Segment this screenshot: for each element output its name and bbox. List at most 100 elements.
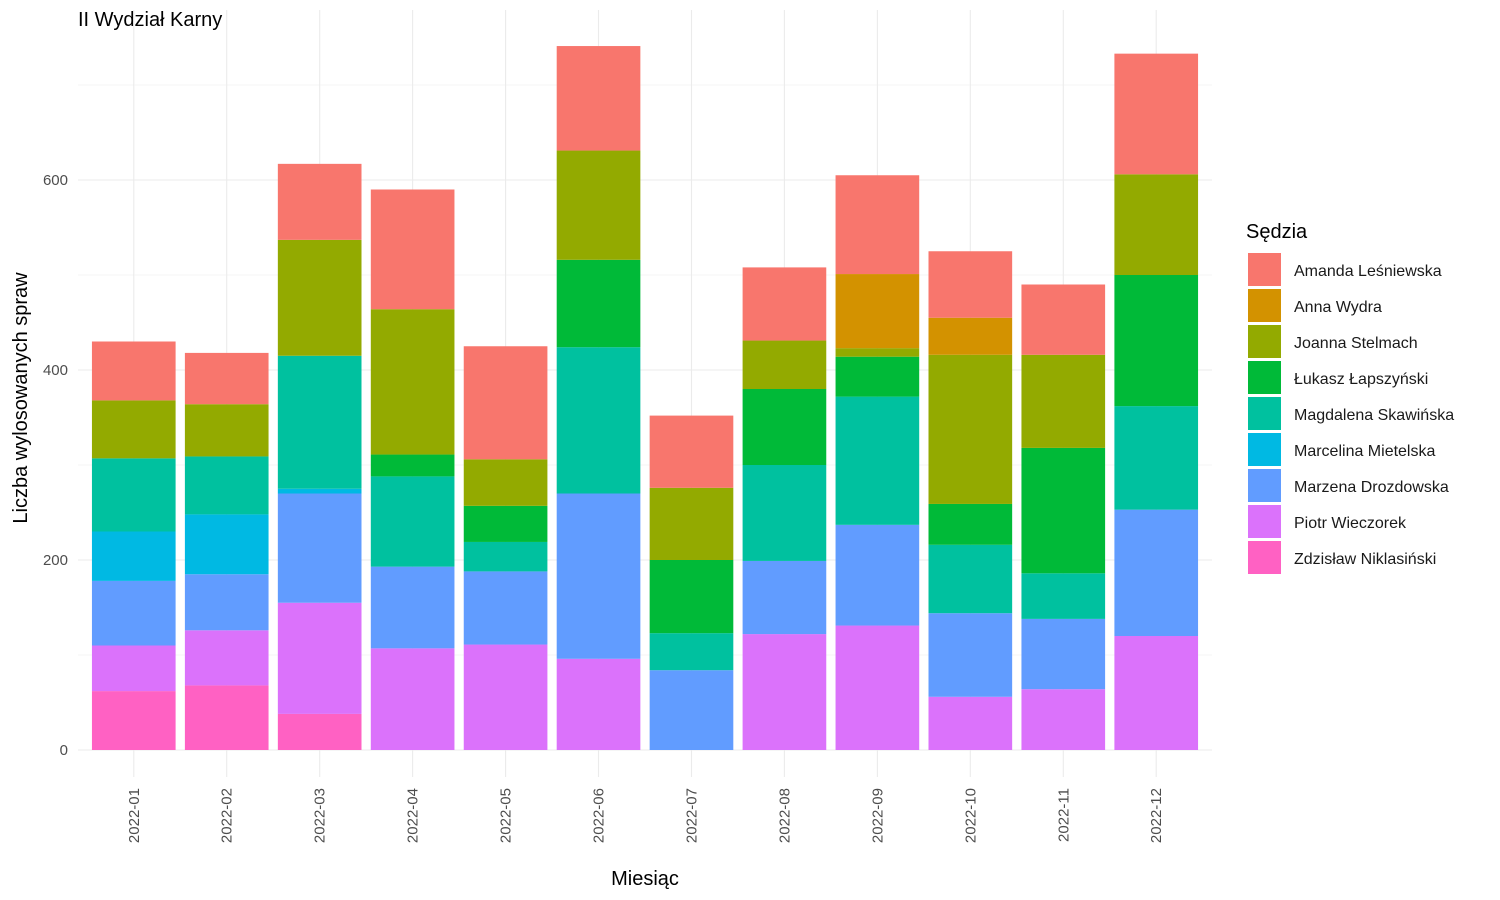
bar-segment — [835, 396, 920, 525]
bar-segment — [649, 560, 734, 634]
bar-segment — [928, 251, 1013, 318]
bar-segment — [1114, 636, 1199, 750]
legend-swatch — [1248, 505, 1281, 538]
bar-segment — [277, 163, 362, 240]
bar-segment — [928, 354, 1013, 504]
bar-segment — [277, 488, 362, 494]
x-tick-label: 2022-08 — [776, 788, 793, 843]
y-axis-title: Liczba wylosowanych spraw — [10, 272, 32, 524]
bar-segment — [463, 346, 548, 460]
bar-segment — [928, 696, 1013, 750]
bar-segment — [1114, 53, 1199, 175]
bar-segment — [91, 531, 176, 581]
legend-swatch — [1248, 253, 1281, 286]
legend-label: Piotr Wieczorek — [1294, 515, 1407, 532]
y-tick-label: 200 — [43, 552, 68, 569]
bar-segment — [91, 341, 176, 401]
bar-segment — [184, 352, 269, 405]
bar-segment — [928, 503, 1013, 545]
y-tick-label: 0 — [60, 742, 68, 759]
bar-segment — [91, 645, 176, 692]
legend: Sędzia Amanda Leśniewska Anna Wydra Joanna… — [1246, 221, 1454, 574]
legend-swatch — [1248, 325, 1281, 358]
bar-segment — [91, 458, 176, 532]
x-tick-label: 2022-01 — [126, 788, 143, 843]
chart-title: II Wydział Karny — [78, 9, 222, 31]
bar-segment — [91, 400, 176, 459]
x-tick-label: 2022-03 — [312, 788, 329, 843]
bar-segment — [370, 454, 455, 477]
bar-segment — [184, 456, 269, 515]
bar-segment — [835, 625, 920, 750]
bar-segment — [370, 309, 455, 455]
legend-label: Marcelina Mietelska — [1294, 443, 1435, 460]
legend-label: Łukasz Łapszyński — [1294, 371, 1428, 388]
bar-segment — [1114, 509, 1199, 636]
bar-segment — [928, 317, 1013, 355]
bar-segment — [1114, 406, 1199, 510]
legend-title: Sędzia — [1246, 221, 1308, 243]
x-tick-label: 2022-02 — [219, 788, 236, 843]
bar-segment — [1021, 618, 1106, 690]
legend-swatch — [1248, 361, 1281, 394]
bar-segment — [649, 670, 734, 750]
bar-segment — [370, 566, 455, 649]
bar-segment — [556, 46, 641, 151]
bar-segment — [742, 465, 827, 561]
bar-segment — [742, 389, 827, 465]
bar-segment — [928, 544, 1013, 614]
bar-segment — [370, 648, 455, 750]
y-tick-label: 600 — [43, 172, 68, 189]
bar-segment — [463, 644, 548, 750]
x-tick-label: 2022-07 — [683, 788, 700, 843]
x-tick-label: 2022-06 — [591, 788, 608, 843]
bar-segment — [928, 613, 1013, 697]
bar-segment — [370, 476, 455, 567]
bar-segment — [370, 189, 455, 310]
bar-segment — [649, 633, 734, 671]
bar-segment — [556, 658, 641, 750]
bar-segment — [649, 415, 734, 488]
legend-swatch — [1248, 469, 1281, 502]
legend-label: Amanda Leśniewska — [1294, 263, 1442, 280]
x-tick-label: 2022-09 — [869, 788, 886, 843]
x-tick-label: 2022-05 — [498, 788, 515, 843]
x-tick-label: 2022-12 — [1148, 788, 1165, 843]
legend-label: Anna Wydra — [1294, 299, 1382, 316]
x-tick-label: 2022-11 — [1055, 788, 1072, 842]
legend-label: Marzena Drozdowska — [1294, 479, 1449, 496]
bar-segment — [184, 574, 269, 631]
bar-segment — [1021, 573, 1106, 619]
x-axis: 2022-01 2022-02 2022-03 2022-04 2022-05 2022-… — [126, 788, 1165, 843]
bar-segment — [184, 514, 269, 575]
bars-group — [91, 46, 1199, 750]
legend-swatch — [1248, 289, 1281, 322]
x-tick-label: 2022-10 — [962, 788, 979, 843]
bar-segment — [835, 356, 920, 397]
bar-segment — [1021, 689, 1106, 750]
y-tick-label: 400 — [43, 362, 68, 379]
bar-segment — [835, 274, 920, 349]
bar-segment — [91, 691, 176, 750]
bar-segment — [184, 685, 269, 750]
bar-segment — [277, 602, 362, 714]
bar-segment — [742, 634, 827, 750]
bar-segment — [463, 505, 548, 542]
bar-segment — [556, 493, 641, 659]
bar-segment — [742, 267, 827, 341]
x-tick-label: 2022-04 — [405, 788, 422, 843]
bar-segment — [649, 487, 734, 560]
legend-label: Zdzisław Niklasiński — [1294, 551, 1436, 568]
bar-segment — [1021, 354, 1106, 448]
bar-segment — [1114, 275, 1199, 407]
x-axis-title: Miesiąc — [611, 868, 679, 890]
bar-segment — [835, 348, 920, 357]
bar-segment — [742, 340, 827, 389]
bar-segment — [463, 459, 548, 506]
bar-segment — [463, 571, 548, 645]
bar-segment — [1021, 447, 1106, 574]
bar-segment — [91, 580, 176, 646]
bar-segment — [184, 630, 269, 686]
legend-label: Joanna Stelmach — [1294, 335, 1418, 352]
